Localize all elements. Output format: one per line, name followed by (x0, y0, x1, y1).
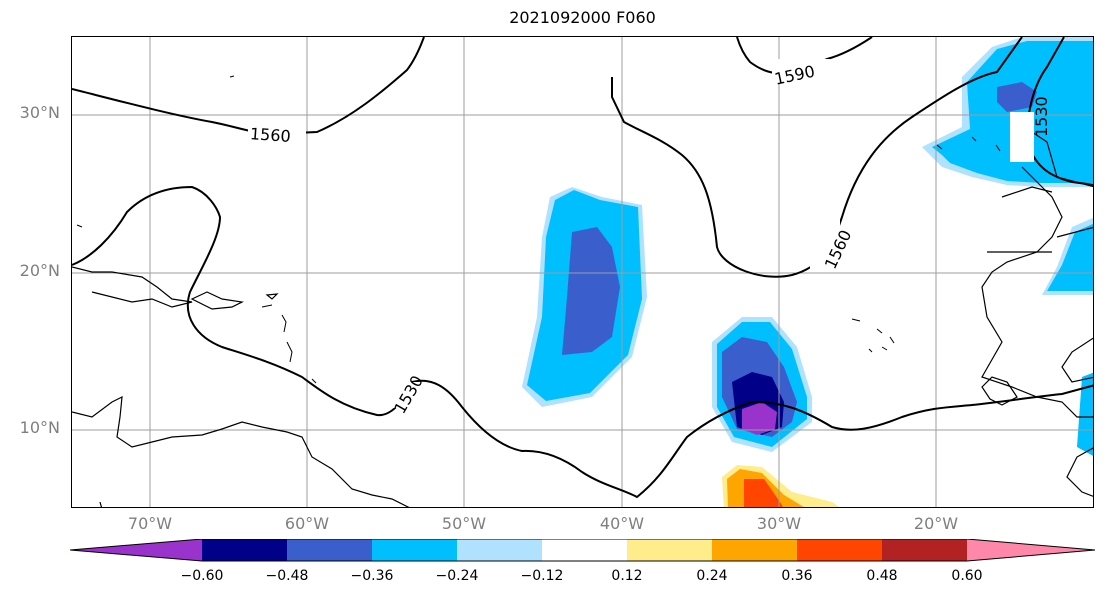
shading-south-positive (722, 465, 840, 507)
colorbar-segment-0 (70, 539, 202, 561)
shading-west-blob (522, 187, 647, 407)
map-title: 2021092000 F060 (509, 8, 656, 27)
colorbar-tick-5: 0.12 (611, 568, 643, 584)
colorbar-tick-6: 0.24 (696, 568, 728, 584)
lon-label-40w: 40°W (599, 514, 645, 533)
shading-northeast (922, 37, 1093, 456)
lon-label-60w: 60°W (284, 514, 330, 533)
colorbar-tick-3: −0.24 (435, 568, 479, 584)
colorbar-tick-2: −0.36 (350, 568, 394, 584)
colorbar-segment-6 (627, 539, 712, 561)
colorbar-segment-3 (372, 539, 457, 561)
colorbar-segment-2 (287, 539, 372, 561)
lat-label-20n: 20°N (19, 261, 60, 280)
colorbar-tick-4: −0.12 (520, 568, 564, 584)
lon-label-70w: 70°W (127, 514, 173, 533)
colorbar-tick-1: −0.48 (265, 568, 309, 584)
shading-central-blob (712, 317, 812, 452)
lon-label-30w: 30°W (756, 514, 802, 533)
colorbar-segment-9 (882, 539, 967, 561)
colorbar (70, 539, 1096, 562)
map-panel: 1560 1590 1530 1560 1530 (71, 36, 1094, 508)
colorbar-tick-8: 0.48 (866, 568, 898, 584)
map-canvas: 1560 1590 1530 1560 1530 (72, 37, 1093, 507)
lon-label-50w: 50°W (441, 514, 487, 533)
colorbar-segment-7 (712, 539, 797, 561)
lat-label-10n: 10°N (19, 418, 60, 437)
colorbar-segment-1 (202, 539, 287, 561)
colorbar-segment-4 (457, 539, 542, 561)
colorbar-segment-8 (797, 539, 882, 561)
graticule (72, 37, 1093, 507)
colorbar-tick-9: 0.60 (951, 568, 983, 584)
contour-label-1530-east: 1530 (1032, 96, 1051, 137)
colorbar-segment-10 (967, 539, 1095, 561)
contour-label-1560-west: 1560 (249, 124, 291, 146)
contour-labels: 1560 1590 1530 1560 1530 (248, 59, 1051, 417)
lat-label-30n: 30°N (19, 103, 60, 122)
small-islands (76, 75, 1001, 384)
colorbar-tick-0: −0.60 (180, 568, 224, 584)
colorbar-tick-7: 0.36 (781, 568, 813, 584)
colorbar-segment-5 (542, 539, 627, 561)
lon-label-20w: 20°W (913, 514, 959, 533)
